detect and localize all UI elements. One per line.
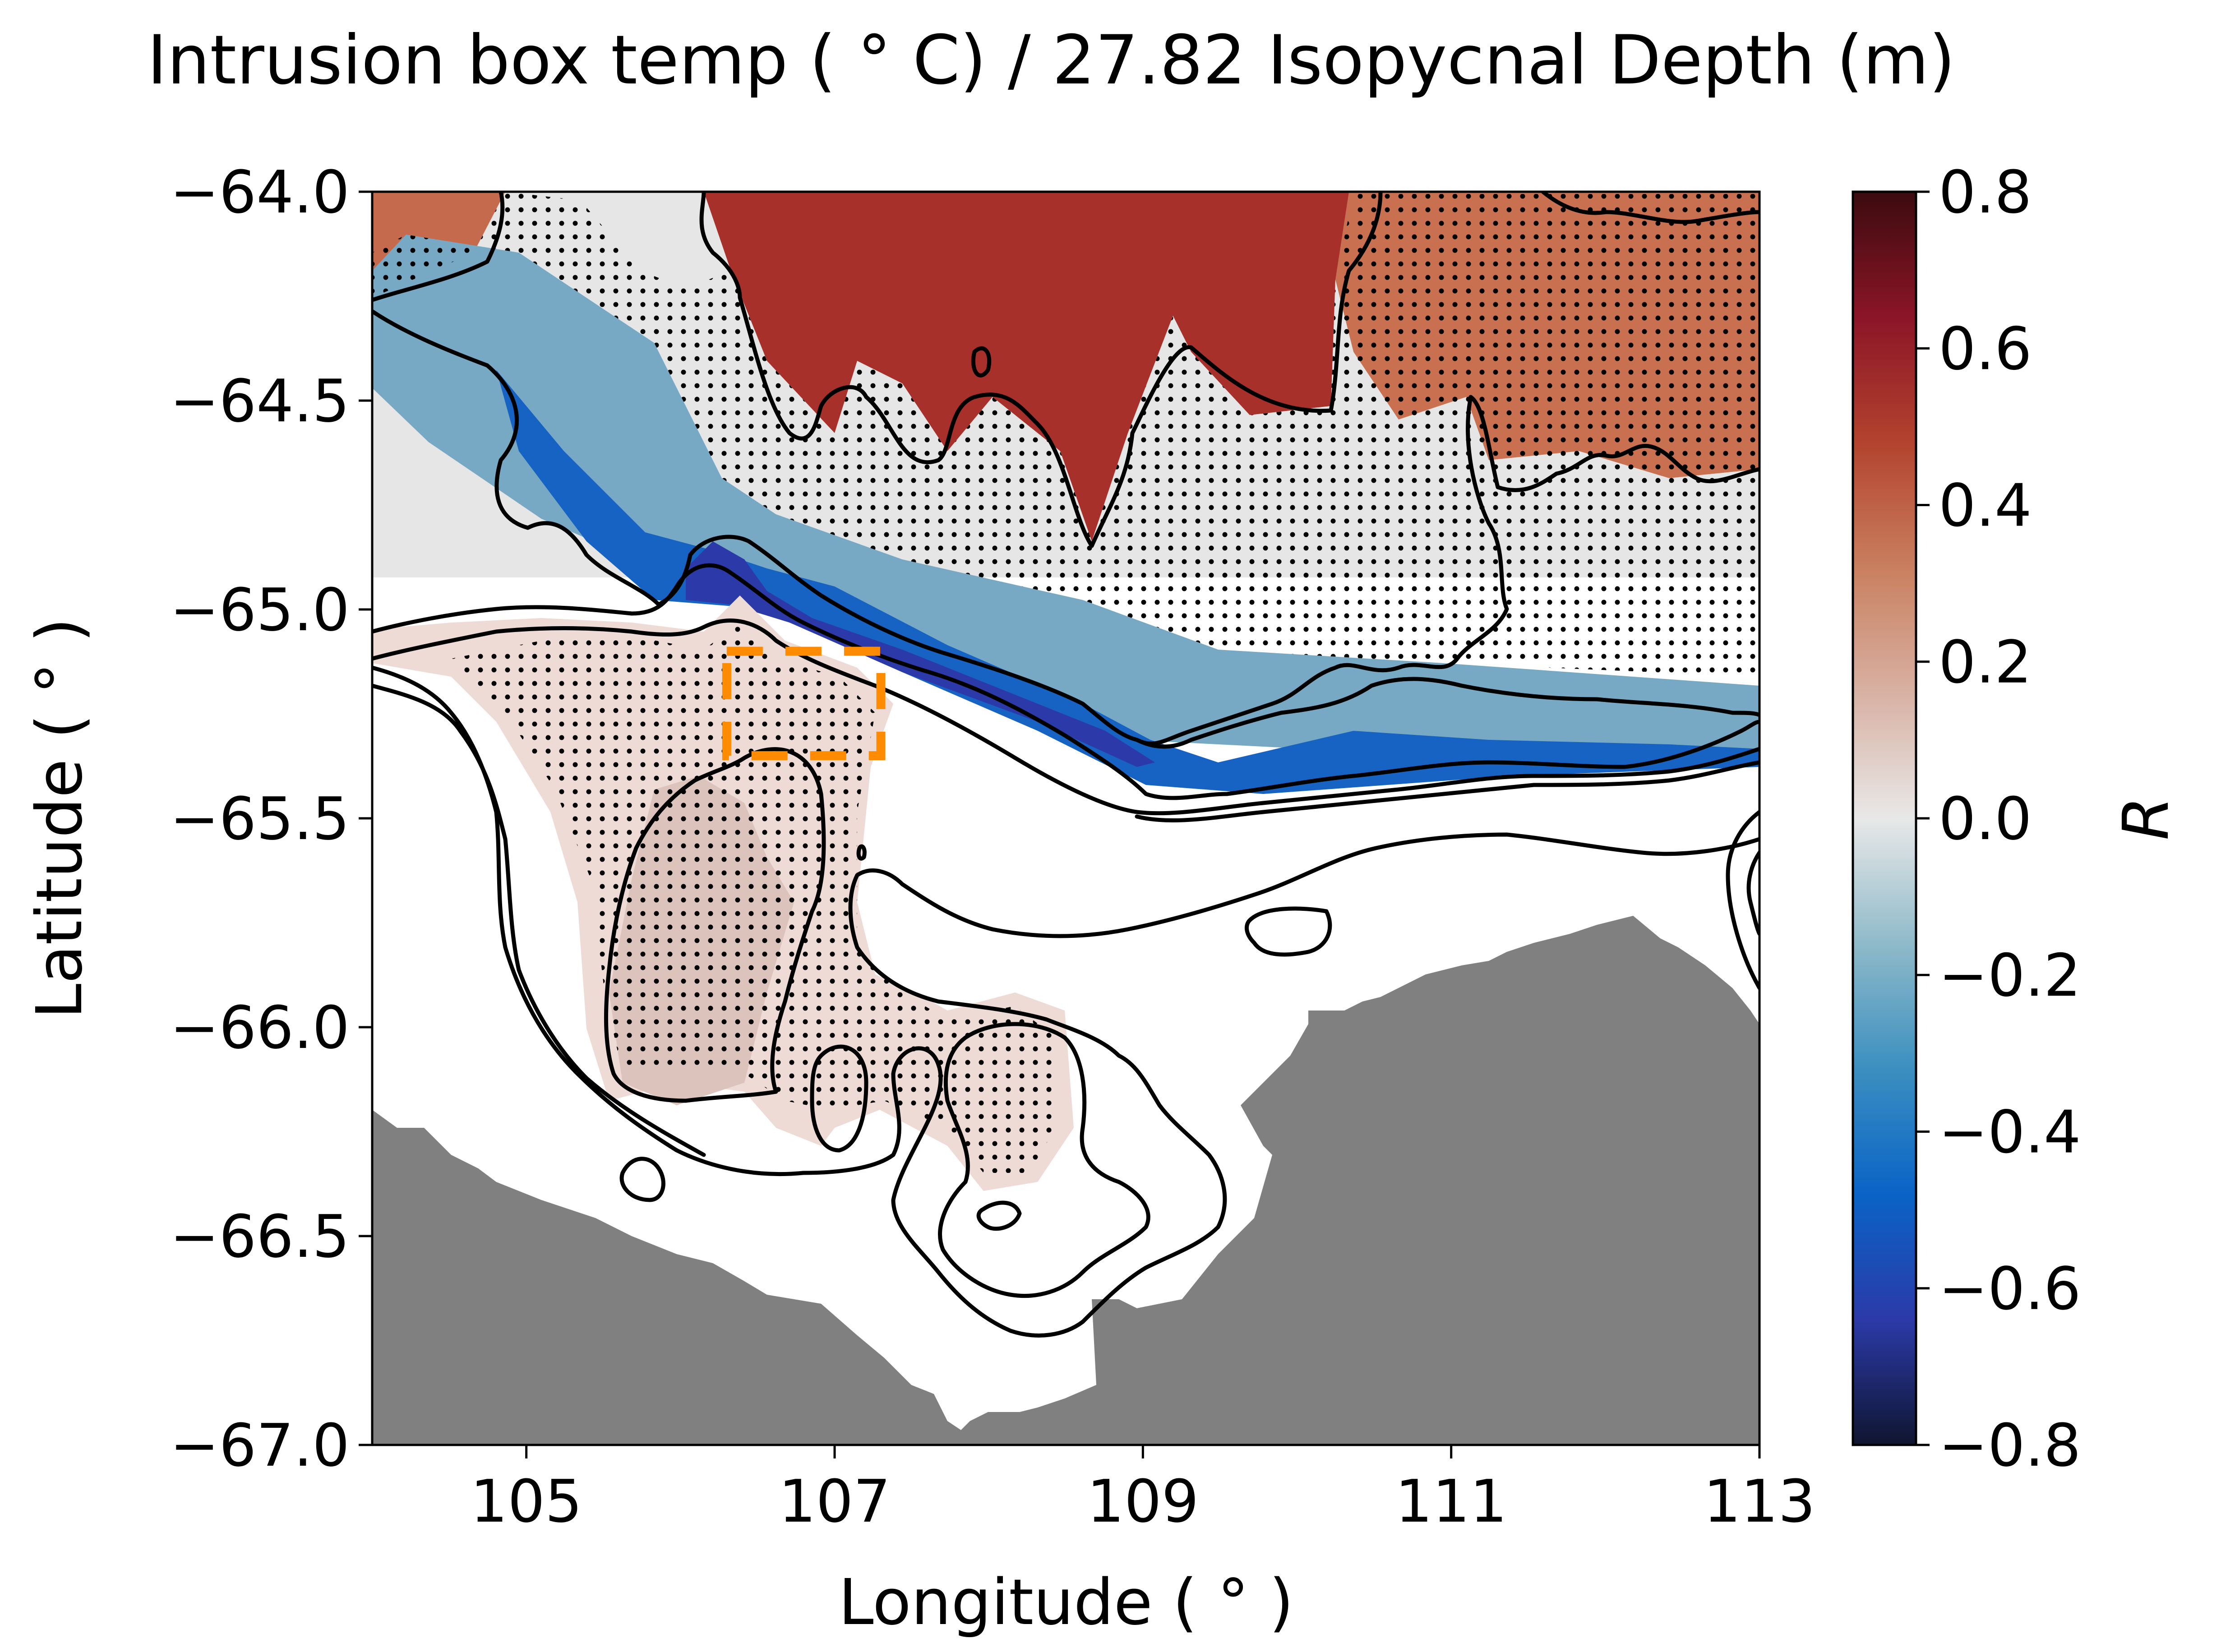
region-north-central: [704, 192, 1349, 541]
colorbar-tick-label: 0.6: [1939, 314, 2032, 383]
contour-spot: [856, 844, 867, 861]
contour-trough: [938, 1022, 1150, 1298]
contour-east-edge: [1726, 810, 1759, 990]
x-axis: 105 107 109 111 113: [471, 1445, 1815, 1536]
y-tick-label: −64.5: [170, 367, 350, 435]
map-panel: 105 107 109 111 113 −64.0 −64.5 −65.0 −65.5 −66.…: [170, 158, 1815, 1536]
colorbar-tick-label: 0.4: [1939, 471, 2032, 540]
y-tick-label: −66.5: [170, 1202, 350, 1271]
region-slope-deep: [686, 541, 1155, 767]
contour-slope-2: [372, 618, 1759, 816]
colorbar-label: R: [2110, 796, 2183, 840]
chart-title: Intrusion box temp ( ° C) / 27.82 Isopyc…: [147, 21, 1955, 100]
colorbar: 0.8 0.6 0.4 0.2 0.0 −0.2 −0.4 −0.6 −0.8 R: [1852, 158, 2183, 1480]
stipple-layer: [372, 192, 1759, 1173]
colorbar-tick-label: −0.4: [1939, 1098, 2081, 1167]
land-mask: [372, 916, 1759, 1445]
contour-north-east-upper: [1541, 192, 1759, 224]
x-axis-label: Longitude ( ° ): [838, 1566, 1293, 1639]
contour-trough-loop: [976, 1200, 1022, 1231]
colorbar-tick-label: −0.6: [1939, 1255, 2081, 1323]
contour-north-central: [699, 192, 1383, 548]
contour-lines: [372, 192, 1759, 1338]
x-tick-label: 111: [1395, 1467, 1507, 1536]
y-axis-label: Latitude ( ° ): [23, 618, 97, 1019]
y-tick-label: −67.0: [170, 1411, 350, 1480]
x-tick-label: 113: [1704, 1467, 1815, 1536]
y-axis: −64.0 −64.5 −65.0 −65.5 −66.0 −66.5 −67.0: [170, 158, 372, 1480]
colorbar-ticks: 0.8 0.6 0.4 0.2 0.0 −0.2 −0.4 −0.6 −0.8: [1916, 158, 2081, 1480]
contour-shelf-mid: [604, 747, 826, 1103]
contour-shelf-inner: [372, 683, 706, 1157]
contour-shelf-loop: [810, 1044, 868, 1153]
colorbar-gradient: [1853, 192, 1916, 1445]
contour-east-edge-2: [1746, 850, 1759, 936]
stipple-region-shelf: [451, 623, 1056, 1173]
contour-slope-1: [372, 563, 1759, 800]
contour-north-west: [372, 192, 505, 302]
x-tick-label: 107: [779, 1467, 891, 1536]
y-tick-label: −66.0: [170, 993, 350, 1062]
intrusion-box: [722, 646, 886, 761]
x-tick-label: 109: [1087, 1467, 1199, 1536]
y-tick-label: −65.0: [170, 576, 350, 644]
colorbar-tick-label: −0.8: [1939, 1411, 2081, 1480]
contour-island: [971, 346, 992, 378]
colorbar-tick-label: −0.2: [1939, 941, 2081, 1010]
contour-north-east: [1468, 395, 1759, 493]
contour-shelf-outer: [372, 665, 1759, 1338]
contour-slope-west: [372, 309, 1759, 749]
land-south-west: [372, 916, 1759, 1445]
stipple-region-north: [372, 192, 1759, 677]
y-tick-label: −64.0: [170, 158, 350, 226]
contour-ridge-east: [1135, 395, 1509, 746]
colorbar-tick-label: 0.8: [1939, 158, 2032, 226]
contour-west-loop: [619, 1157, 665, 1202]
colorbar-tick-label: 0.2: [1939, 628, 2032, 697]
x-tick-label: 105: [471, 1467, 582, 1536]
contour-slope-3: [1135, 760, 1759, 823]
colorbar-tick-label: 0.0: [1939, 784, 2032, 853]
contour-east-loop: [1244, 906, 1332, 957]
region-slope-blue: [372, 235, 1759, 758]
y-tick-label: −65.5: [170, 784, 350, 853]
